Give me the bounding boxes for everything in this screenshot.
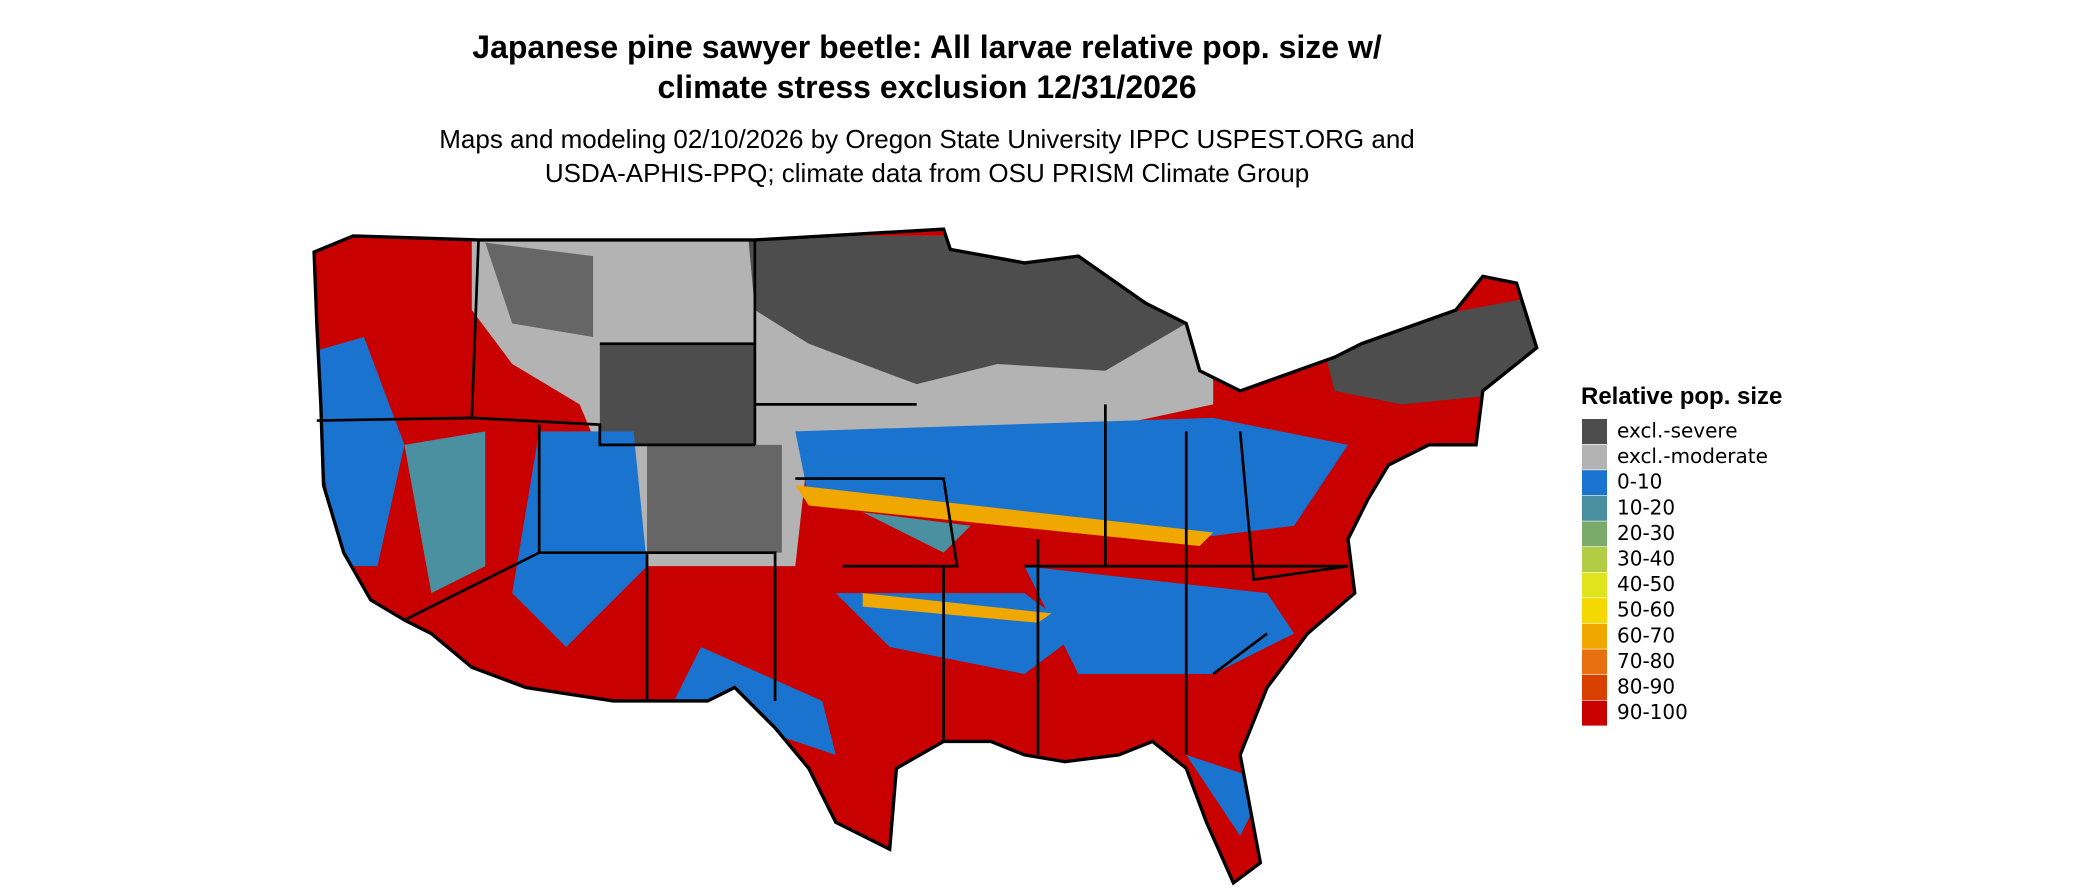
legend-title: Relative pop. size [1581, 383, 1782, 410]
legend-swatch [1582, 470, 1607, 496]
legend: excl.-severeexcl.-moderate0-1010-2020-30… [1582, 419, 1768, 726]
legend-label: 30-40 [1617, 547, 1675, 571]
legend-swatch [1582, 547, 1607, 572]
legend-label: 80-90 [1617, 675, 1675, 699]
subtitle-line: USDA-APHIS-PPQ; climate data from OSU PR… [545, 158, 1309, 188]
title-line: climate stress exclusion 12/31/2026 [657, 69, 1196, 105]
legend-swatch [1582, 623, 1607, 649]
legend-label: excl.-severe [1617, 419, 1738, 443]
legend-label: 90-100 [1617, 700, 1688, 724]
legend-label: excl.-moderate [1617, 444, 1768, 468]
legend-label: 0-10 [1617, 470, 1662, 494]
legend-label: 40-50 [1617, 572, 1675, 596]
legend-label: 60-70 [1617, 623, 1675, 647]
legend-swatch [1582, 649, 1607, 675]
legend-swatch [1582, 675, 1607, 700]
title-line: Japanese pine sawyer beetle: All larvae … [472, 29, 1382, 65]
legend-label: 50-60 [1617, 598, 1675, 622]
legend-swatch [1582, 521, 1607, 547]
legend-label: 10-20 [1617, 495, 1675, 519]
legend-swatch [1582, 700, 1607, 726]
legend-swatch [1582, 444, 1607, 470]
legend-swatch [1582, 419, 1607, 444]
legend-swatch [1582, 495, 1607, 521]
legend-label: 20-30 [1617, 521, 1675, 545]
subtitle-line: Maps and modeling 02/10/2026 by Oregon S… [439, 124, 1415, 154]
map [312, 227, 1539, 885]
legend-label: 70-80 [1617, 649, 1675, 673]
legend-swatch [1582, 572, 1607, 598]
legend-swatch [1582, 598, 1607, 624]
